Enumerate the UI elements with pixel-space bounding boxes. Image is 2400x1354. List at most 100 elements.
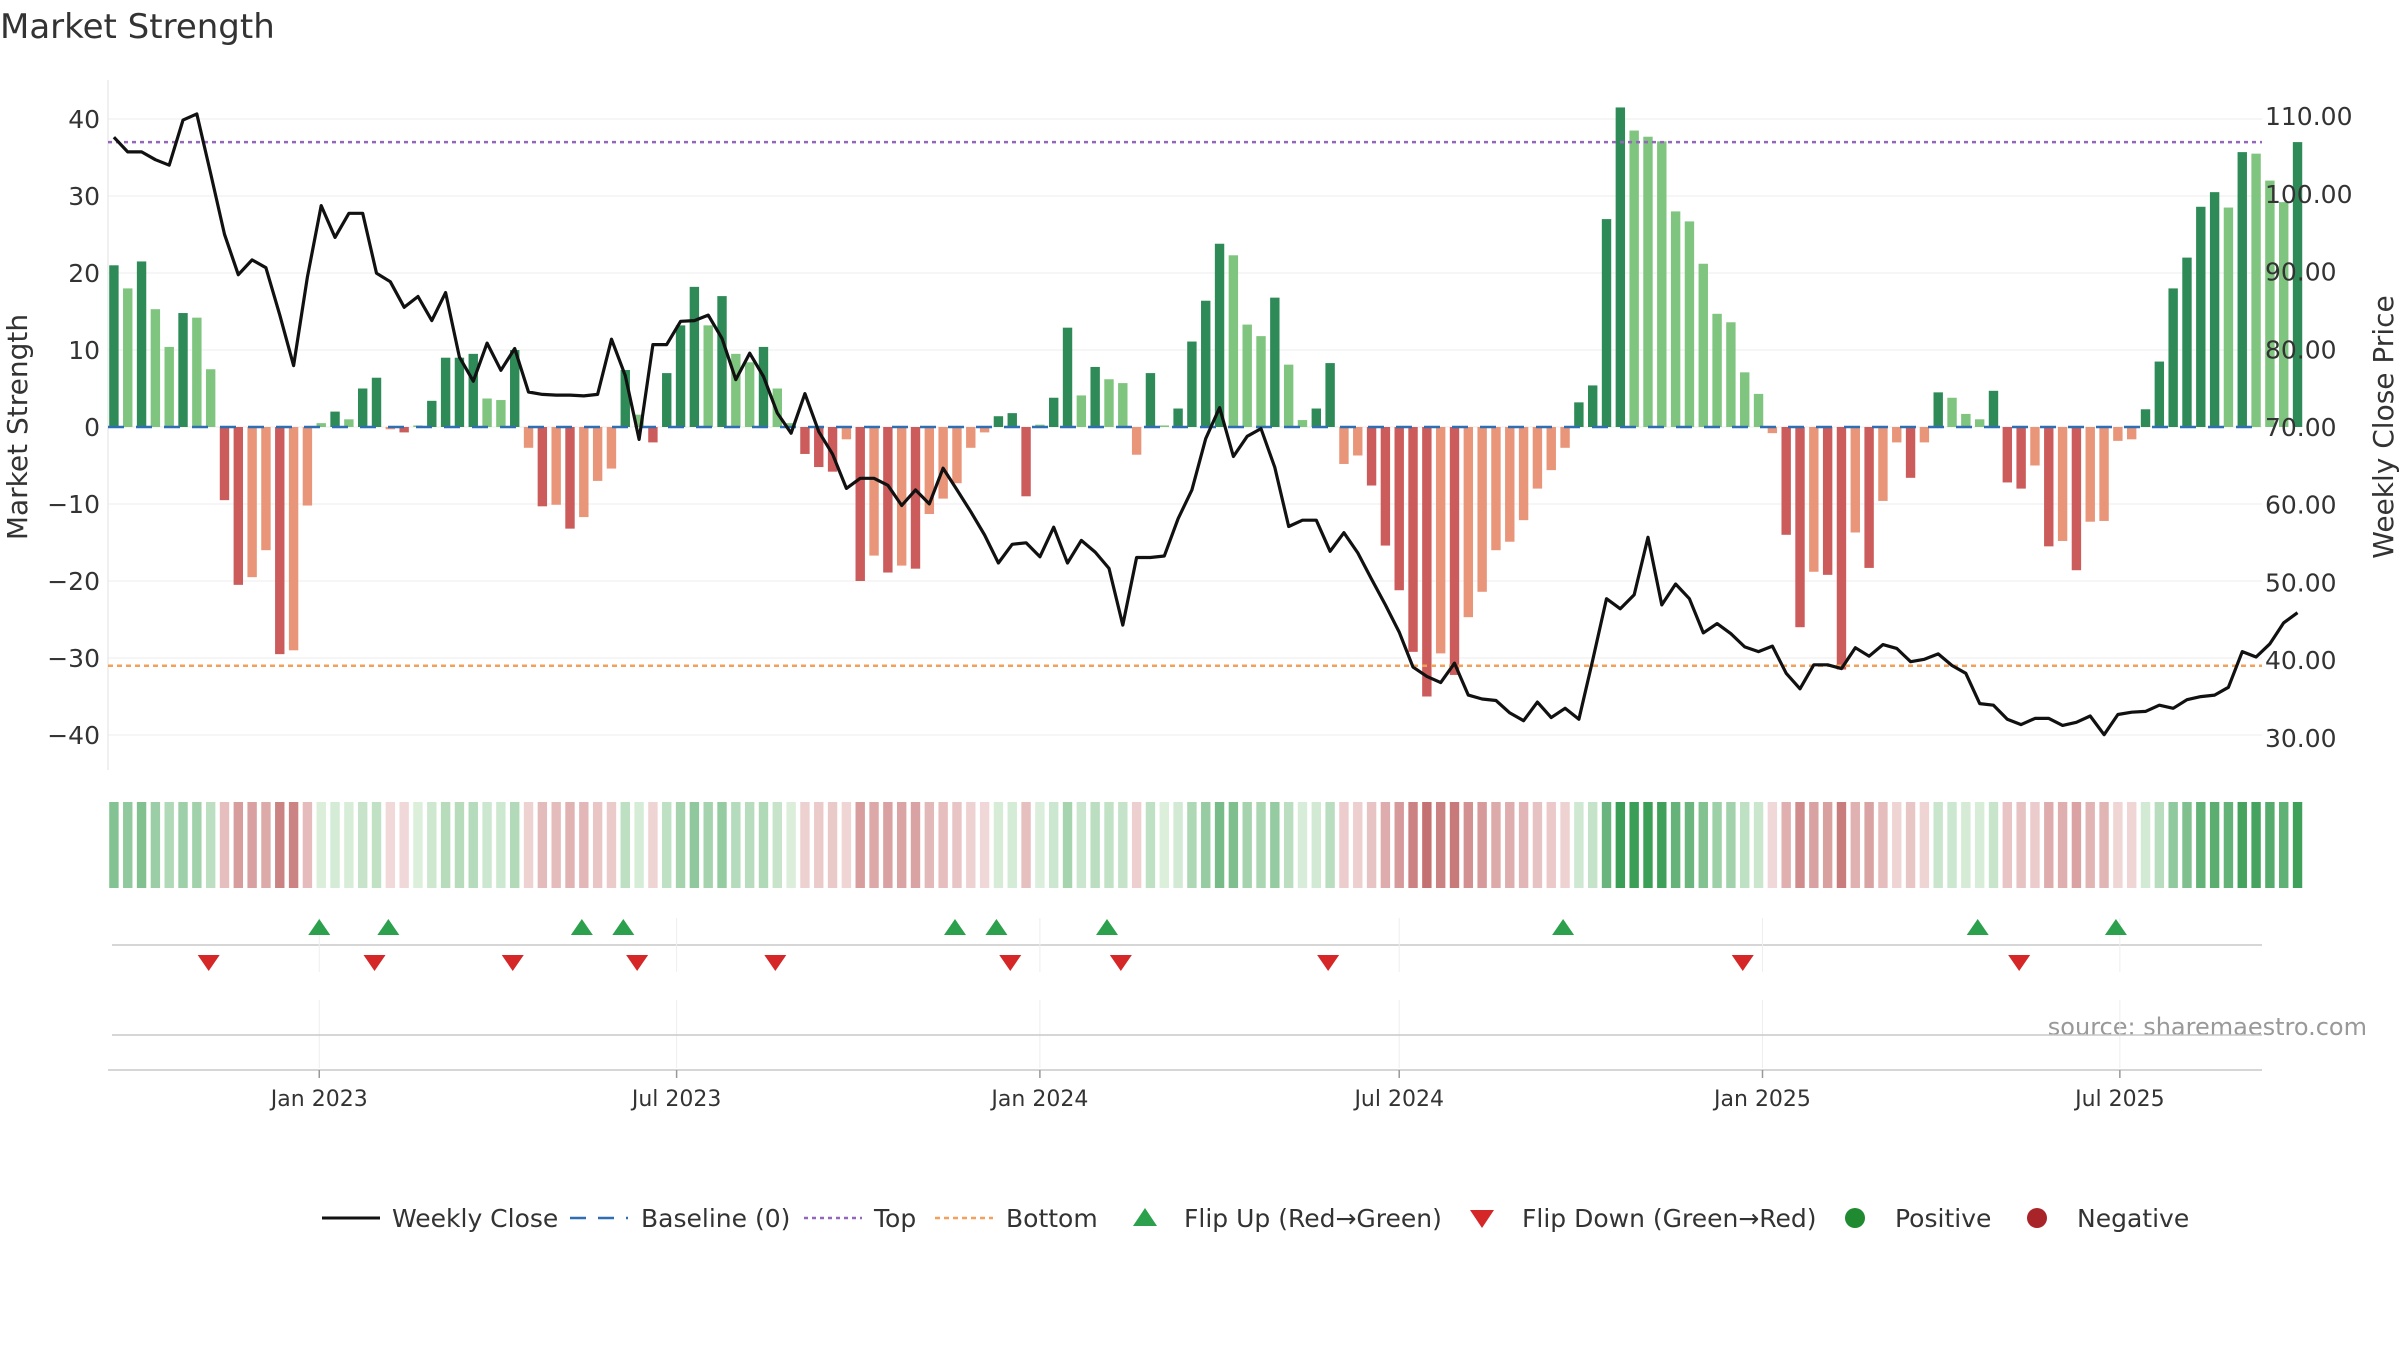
strength-bar — [2126, 427, 2137, 440]
strength-bar — [1588, 385, 1598, 427]
x-tick-label: Jul 2025 — [2073, 1087, 2165, 1112]
heat-cell — [814, 802, 824, 888]
strength-bar — [1353, 427, 1363, 456]
strength-bar — [261, 427, 271, 551]
heat-cell — [496, 802, 506, 888]
flip-down-marker — [999, 955, 1022, 971]
heat-cell — [551, 802, 561, 888]
y-tick-left: −10 — [47, 490, 100, 519]
strength-bar — [1726, 322, 1736, 427]
heat-cell — [385, 802, 396, 888]
strength-bar — [1477, 427, 1487, 592]
heat-cell — [772, 802, 782, 888]
heat-cell — [1850, 802, 1860, 888]
heat-cell — [2140, 802, 2151, 888]
legend-swatch-flip-down — [1470, 1210, 1494, 1228]
heat-cell — [468, 802, 478, 888]
strength-bar — [1242, 324, 1252, 427]
strength-bar — [924, 427, 935, 515]
heat-cell — [2099, 802, 2109, 888]
heat-cell — [786, 802, 796, 888]
heat-cell — [1684, 802, 1695, 888]
strength-bar — [1187, 341, 1197, 427]
heat-cell — [247, 802, 257, 888]
strength-bar — [966, 427, 976, 448]
strength-bar — [648, 427, 658, 443]
strength-bar — [1159, 425, 1169, 427]
strength-bar — [2002, 427, 2013, 483]
heat-cell — [1353, 802, 1363, 888]
strength-bar — [205, 369, 216, 427]
heat-cell — [2154, 802, 2165, 888]
strength-bar — [1615, 107, 1626, 427]
heat-cell — [883, 802, 893, 888]
heat-cell — [1698, 802, 1708, 888]
strength-bar — [1435, 427, 1446, 654]
heat-cell — [178, 802, 188, 888]
strength-bar — [606, 427, 617, 469]
legend: Weekly Close Baseline (0) Top Bottom Flip Up… — [322, 1204, 2189, 1233]
strength-bar — [1021, 427, 1031, 497]
strength-bar — [192, 317, 202, 427]
heat-cell — [731, 802, 741, 888]
y-tick-right: 60.00 — [2265, 491, 2337, 520]
heat-cell — [827, 802, 838, 888]
strength-bar — [1905, 427, 1916, 478]
heat-cell — [2223, 802, 2234, 888]
heat-cell — [330, 802, 340, 888]
flip-down-marker — [197, 955, 220, 971]
heat-strip — [109, 802, 2303, 888]
strength-bar — [316, 423, 326, 427]
heat-cell — [1878, 802, 1888, 888]
strength-bar — [579, 427, 589, 518]
flip-up-marker — [612, 919, 635, 935]
heat-cell — [938, 802, 948, 888]
strength-bar — [178, 313, 188, 427]
heat-cell — [1159, 802, 1169, 888]
heat-cell — [2002, 802, 2013, 888]
heat-cell — [1463, 802, 1474, 888]
heat-cell — [413, 802, 423, 888]
strength-bar — [731, 353, 741, 427]
strength-bar — [1131, 427, 1142, 455]
strength-bar — [2279, 202, 2289, 427]
heat-cell — [2168, 802, 2178, 888]
strength-bar — [2016, 427, 2026, 489]
strength-bar — [1767, 427, 1778, 434]
legend-label-weekly-close: Weekly Close — [392, 1204, 558, 1233]
strength-bar — [233, 427, 244, 585]
heat-cell — [1449, 802, 1460, 888]
flip-up-marker — [1096, 919, 1119, 935]
strength-bar — [1270, 297, 1280, 427]
strength-bar — [1878, 427, 1888, 501]
strength-bar — [1712, 313, 1722, 427]
strength-bar — [1795, 427, 1805, 628]
legend-swatch-negative — [2027, 1208, 2047, 1228]
legend-label-top: Top — [873, 1204, 916, 1233]
strength-bar — [869, 427, 879, 556]
strength-bar — [1339, 427, 1349, 464]
strength-bar — [1919, 427, 1930, 443]
y-tick-right: 100.00 — [2265, 180, 2352, 209]
strength-bar — [371, 377, 382, 427]
strength-bar — [1505, 427, 1515, 542]
heat-cell — [896, 802, 907, 888]
heat-cell — [1657, 802, 1667, 888]
flip-down-marker — [626, 955, 649, 971]
heat-cell — [1270, 802, 1280, 888]
x-tick-label: Jan 2023 — [269, 1087, 368, 1112]
heat-cell — [1090, 802, 1100, 888]
heat-cell — [1477, 802, 1487, 888]
strength-bar — [772, 388, 782, 427]
heat-cell — [1767, 802, 1778, 888]
heat-cell — [2085, 802, 2095, 888]
heat-cell — [537, 802, 548, 888]
flip-up-marker — [2104, 919, 2127, 935]
heat-cell — [1864, 802, 1874, 888]
legend-label-flip-down: Flip Down (Green→Red) — [1522, 1204, 1817, 1233]
strength-bar — [2044, 427, 2054, 547]
flip-down-marker — [1317, 955, 1340, 971]
flip-down-marker — [363, 955, 386, 971]
strength-bar — [1947, 397, 1957, 427]
